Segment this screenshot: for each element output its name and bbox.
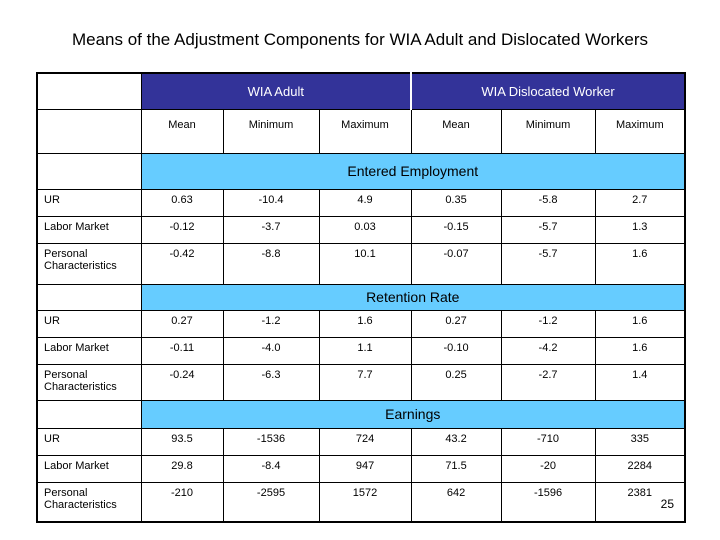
table-cell: 2.7 xyxy=(594,188,686,217)
row-label: UR xyxy=(36,188,142,217)
table-cell: 947 xyxy=(318,454,412,483)
section-banner-row: Retention Rate xyxy=(36,283,686,311)
table-cell: 0.25 xyxy=(410,363,502,401)
table-cell: 43.2 xyxy=(410,427,502,456)
adjustment-components-table: WIA Adult WIA Dislocated Worker Mean Min… xyxy=(36,72,687,523)
stat-header-row: Mean Minimum Maximum Mean Minimum Maximu… xyxy=(36,108,686,154)
table-cell: 0.27 xyxy=(410,309,502,338)
table-cell: -1596 xyxy=(500,481,596,523)
group-header-wia-adult: WIA Adult xyxy=(140,72,412,110)
table-cell: -20 xyxy=(500,454,596,483)
corner-cell xyxy=(36,283,142,311)
row-label: Labor Market xyxy=(36,454,142,483)
table-cell: -1.2 xyxy=(500,309,596,338)
table-cell: -1536 xyxy=(222,427,320,456)
table-cell: 0.27 xyxy=(140,309,224,338)
table-cell: -4.0 xyxy=(222,336,320,365)
group-header-wia-dislocated-worker: WIA Dislocated Worker xyxy=(410,72,686,110)
table-cell: 1.1 xyxy=(318,336,412,365)
section-banner-row: Entered Employment xyxy=(36,152,686,190)
section-banner-row: Earnings xyxy=(36,399,686,429)
table-cell: -4.2 xyxy=(500,336,596,365)
corner-cell xyxy=(36,399,142,429)
table-cell: -0.24 xyxy=(140,363,224,401)
table-cell: -710 xyxy=(500,427,596,456)
table-cell: 642 xyxy=(410,481,502,523)
table-cell: -0.42 xyxy=(140,242,224,285)
table-row: Personal Characteristics -0.24 -6.3 7.7 … xyxy=(36,363,686,401)
corner-cell xyxy=(36,108,142,154)
table-cell: 1.6 xyxy=(594,336,686,365)
table-cell: -8.8 xyxy=(222,242,320,285)
table-cell: 4.9 xyxy=(318,188,412,217)
corner-cell xyxy=(36,152,142,190)
table-row: UR 0.63 -10.4 4.9 0.35 -5.8 2.7 xyxy=(36,188,686,217)
row-label: Personal Characteristics xyxy=(36,363,142,401)
table-row: Personal Characteristics -0.42 -8.8 10.1… xyxy=(36,242,686,285)
column-header: Maximum xyxy=(318,108,412,154)
table-cell: -8.4 xyxy=(222,454,320,483)
table-cell: 1.6 xyxy=(318,309,412,338)
table-row: Labor Market -0.11 -4.0 1.1 -0.10 -4.2 1… xyxy=(36,336,686,365)
section-banner-entered-employment: Entered Employment xyxy=(140,152,686,190)
table-cell: 335 xyxy=(594,427,686,456)
corner-cell xyxy=(36,72,142,110)
table-cell: -2595 xyxy=(222,481,320,523)
table-cell: 29.8 xyxy=(140,454,224,483)
table-cell: 1.3 xyxy=(594,215,686,244)
column-header: Minimum xyxy=(222,108,320,154)
table-row: UR 0.27 -1.2 1.6 0.27 -1.2 1.6 xyxy=(36,309,686,338)
slide-title: Means of the Adjustment Components for W… xyxy=(71,30,649,49)
table-cell: 724 xyxy=(318,427,412,456)
section-banner-earnings: Earnings xyxy=(140,399,686,429)
table-cell: -2.7 xyxy=(500,363,596,401)
table-cell: -0.12 xyxy=(140,215,224,244)
table-cell: -5.8 xyxy=(500,188,596,217)
table-cell: 1.4 xyxy=(594,363,686,401)
table-cell: 1.6 xyxy=(594,309,686,338)
table-cell: 71.5 xyxy=(410,454,502,483)
table-cell: 10.1 xyxy=(318,242,412,285)
table-row: Labor Market 29.8 -8.4 947 71.5 -20 2284 xyxy=(36,454,686,483)
table-cell: -10.4 xyxy=(222,188,320,217)
column-header: Minimum xyxy=(500,108,596,154)
table-cell: 0.63 xyxy=(140,188,224,217)
section-banner-retention-rate: Retention Rate xyxy=(140,283,686,311)
column-header: Maximum xyxy=(594,108,686,154)
table-cell: -0.11 xyxy=(140,336,224,365)
table-cell: 1.6 xyxy=(594,242,686,285)
table-cell: 2284 xyxy=(594,454,686,483)
page-number: 25 xyxy=(660,497,674,511)
column-header: Mean xyxy=(410,108,502,154)
table-cell: -5.7 xyxy=(500,242,596,285)
table-cell: -3.7 xyxy=(222,215,320,244)
table-cell: -6.3 xyxy=(222,363,320,401)
table-cell: 0.35 xyxy=(410,188,502,217)
table-cell: -210 xyxy=(140,481,224,523)
row-label: UR xyxy=(36,309,142,338)
row-label: UR xyxy=(36,427,142,456)
table-cell: 0.03 xyxy=(318,215,412,244)
row-label: Labor Market xyxy=(36,336,142,365)
row-label: Personal Characteristics xyxy=(36,242,142,285)
table-cell: -0.15 xyxy=(410,215,502,244)
table-cell: -0.07 xyxy=(410,242,502,285)
group-header-row: WIA Adult WIA Dislocated Worker xyxy=(36,72,686,110)
table-cell: 1572 xyxy=(318,481,412,523)
row-label: Personal Characteristics xyxy=(36,481,142,523)
table-cell: 93.5 xyxy=(140,427,224,456)
table-cell: -0.10 xyxy=(410,336,502,365)
column-header: Mean xyxy=(140,108,224,154)
table-cell: -5.7 xyxy=(500,215,596,244)
table-row: Personal Characteristics -210 -2595 1572… xyxy=(36,481,686,523)
table-row: Labor Market -0.12 -3.7 0.03 -0.15 -5.7 … xyxy=(36,215,686,244)
table-row: UR 93.5 -1536 724 43.2 -710 335 xyxy=(36,427,686,456)
table-cell: -1.2 xyxy=(222,309,320,338)
table-cell: 2381 xyxy=(594,481,686,523)
row-label: Labor Market xyxy=(36,215,142,244)
table-cell: 7.7 xyxy=(318,363,412,401)
